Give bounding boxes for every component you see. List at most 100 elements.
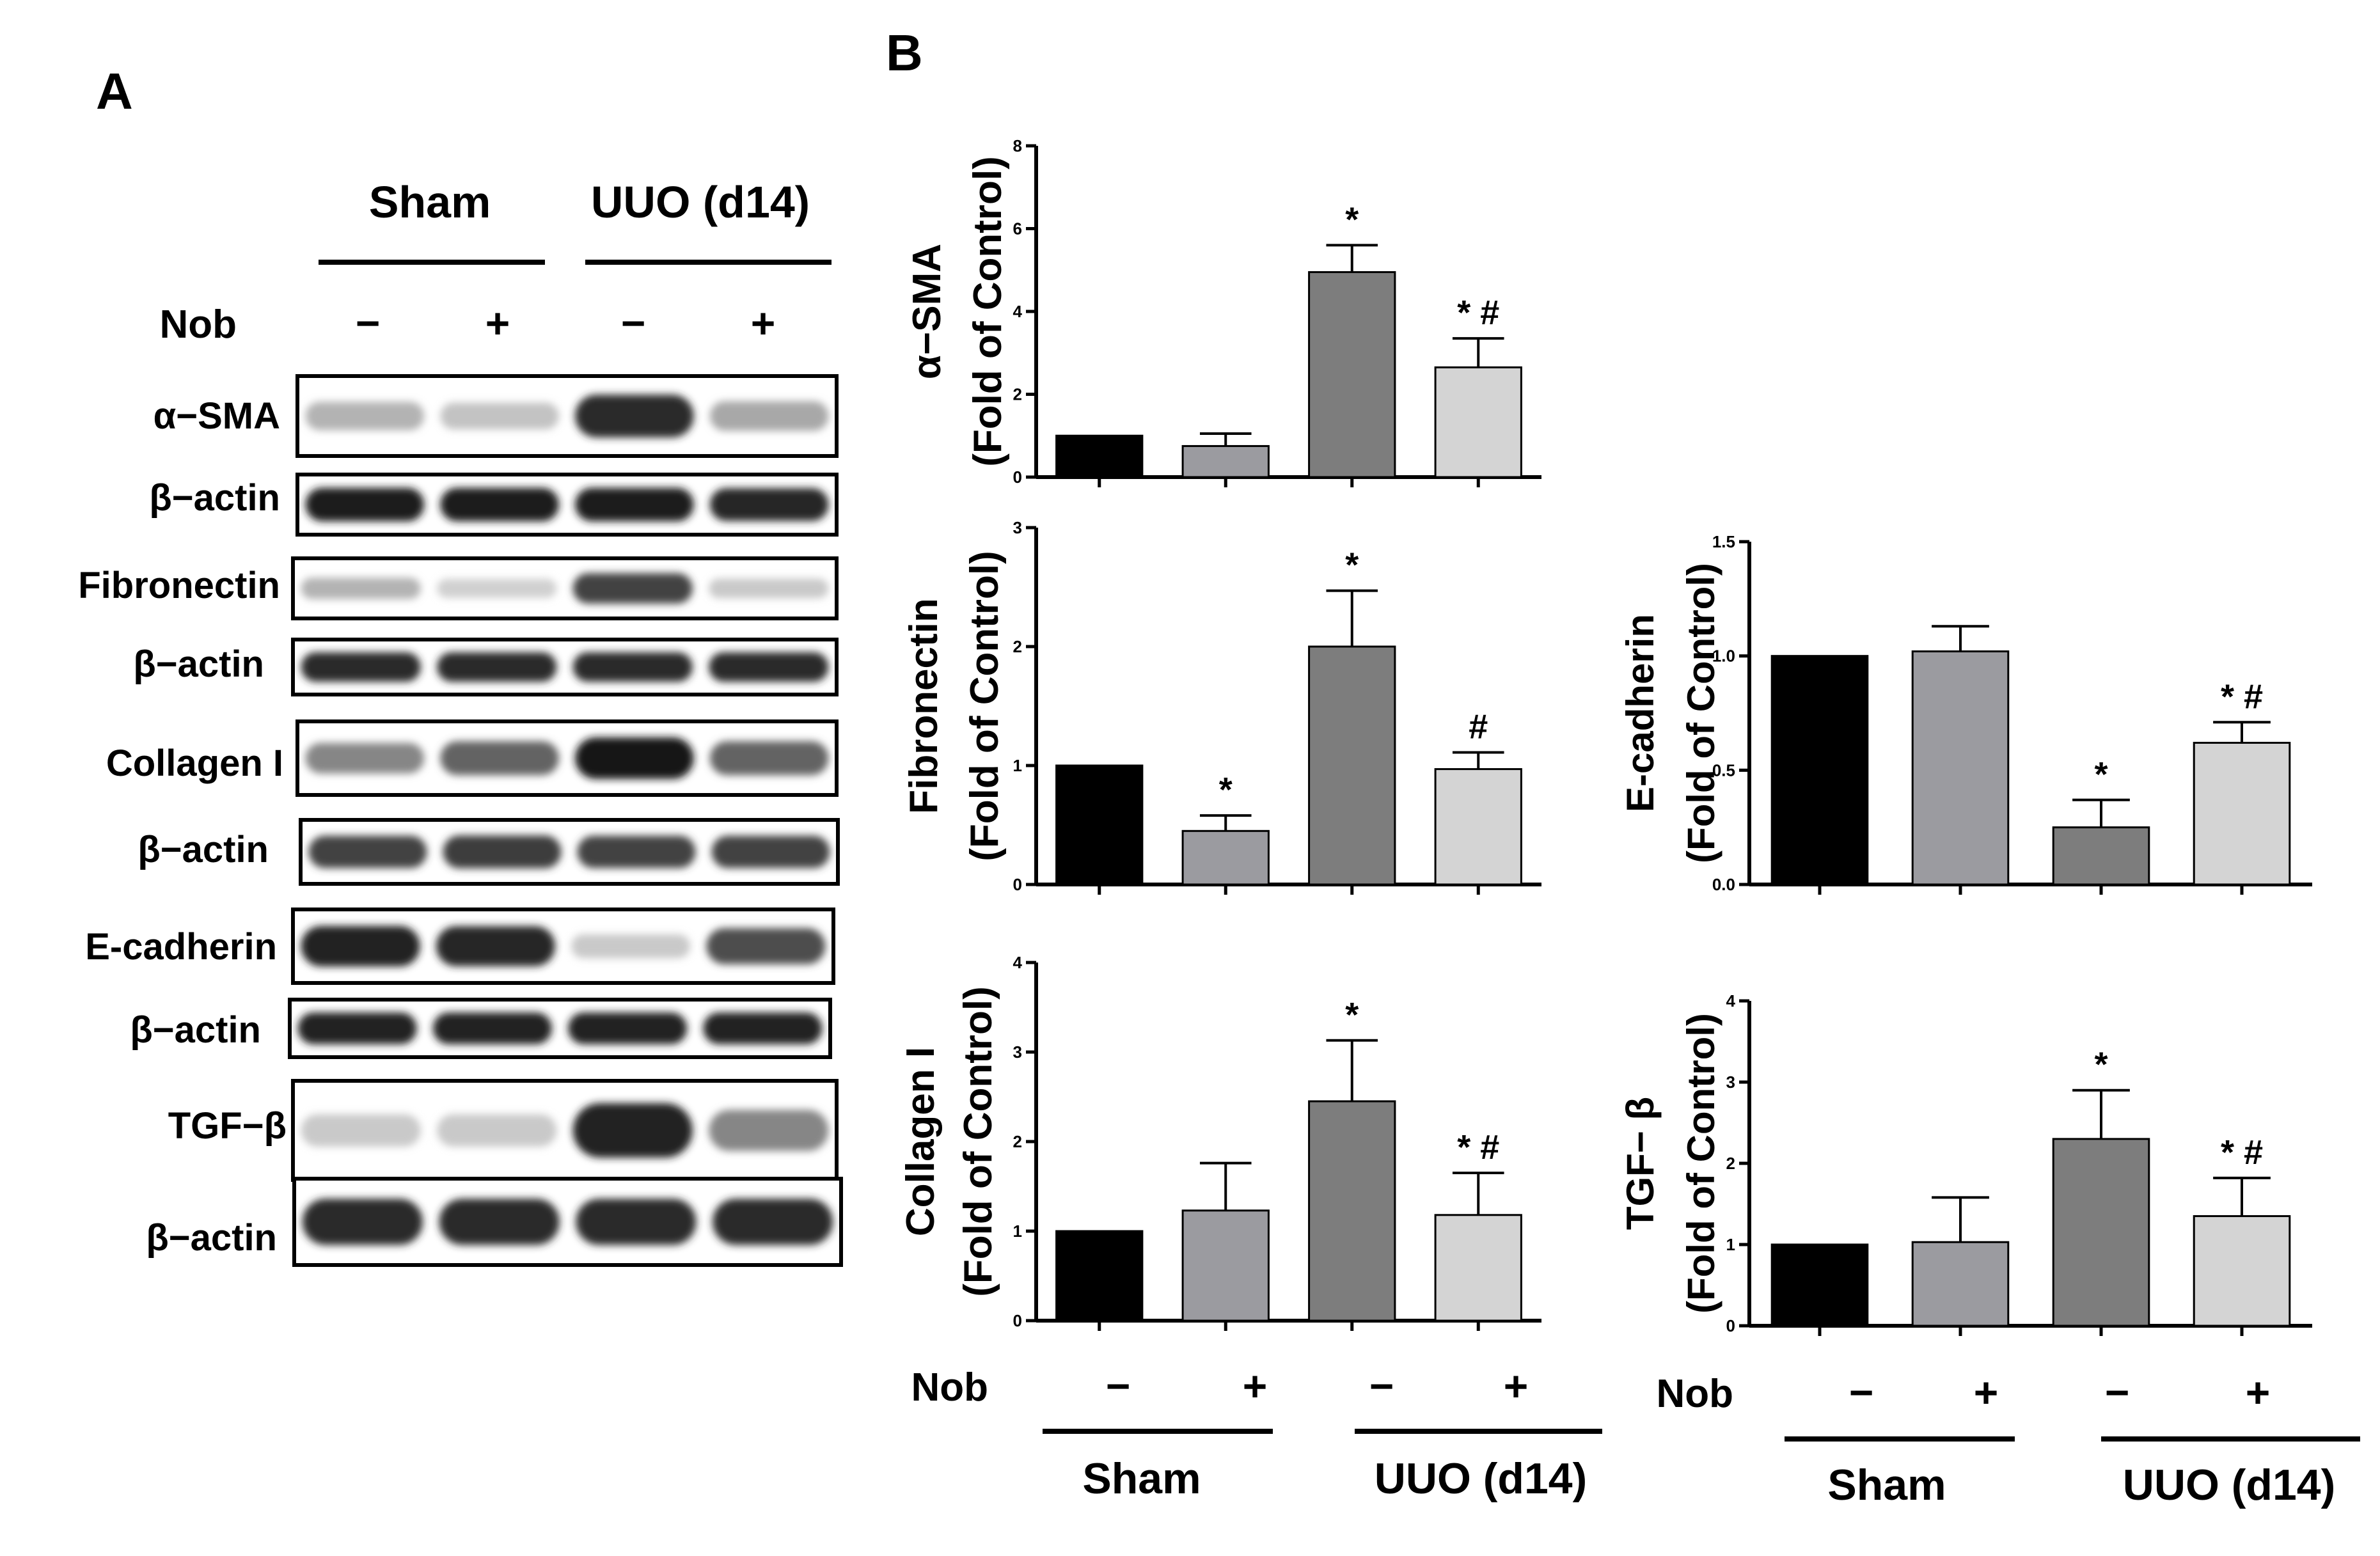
blot-label: β−actin [130, 1009, 261, 1051]
y-axis-title: Fibronectin [902, 598, 946, 814]
significance-marker: * # [2221, 1133, 2263, 1172]
blot-band [575, 737, 694, 779]
blot-label: α−SMA [154, 395, 280, 437]
y-tick-label: 6 [1013, 219, 1022, 239]
treatment-sign: − [1369, 1362, 1394, 1410]
blot-band [575, 395, 694, 437]
treatment-sign: + [1974, 1369, 1999, 1416]
y-axis-title: TGF− β [1619, 1097, 1662, 1230]
significance-marker: * # [1457, 294, 1499, 332]
group-axis-left: Nob − + − + Sham UUO (d14) [911, 1362, 1602, 1503]
y-tick-label: 1 [1013, 1222, 1022, 1241]
blot-band [709, 652, 829, 682]
blot-band [432, 1012, 552, 1044]
bar [2052, 1138, 2150, 1327]
blot-treatment-label: Nob [159, 303, 237, 347]
y-axis-subtitle: (Fold of Control) [1680, 563, 1722, 863]
blot-band [440, 487, 559, 522]
treatment-label: Nob [1656, 1372, 1733, 1416]
blot-band [308, 835, 427, 868]
bar [1308, 271, 1396, 478]
blot-sign-lane-4: + [751, 299, 776, 347]
blot-sign-lane-1: − [356, 299, 381, 347]
treatment-label: Nob [911, 1365, 988, 1410]
y-tick-label: 2 [1013, 385, 1022, 404]
bar [1181, 1209, 1270, 1322]
panel-a-label: A [96, 63, 133, 120]
blot-band [709, 1110, 829, 1151]
bar [1181, 444, 1270, 478]
blot-group-label-sham: Sham [369, 177, 491, 227]
blot-band [437, 1114, 557, 1147]
blot-band [301, 1114, 421, 1147]
blot-band [301, 925, 420, 967]
bar [1770, 655, 1869, 886]
significance-marker: * # [2221, 677, 2263, 716]
y-tick-label: 0 [1013, 468, 1022, 487]
blot-band [302, 1198, 423, 1245]
significance-marker: * [1345, 996, 1359, 1034]
bar [2052, 826, 2150, 886]
treatment-sign: − [1849, 1369, 1874, 1416]
significance-marker: * [2094, 1046, 2108, 1084]
blot-strip-beta-actin-1: β−actin [149, 473, 839, 537]
significance-marker: * # [1457, 1128, 1499, 1167]
blot-label: TGF−β [168, 1105, 287, 1147]
blot-band [568, 1012, 688, 1044]
bar [1308, 1100, 1396, 1322]
y-tick-label: 3 [1013, 1042, 1022, 1062]
chart-tgf-beta: TGF− β (Fold of Control)0 1 2 3 4 * * # [1619, 991, 2312, 1336]
blot-strip-beta-actin-5: β−actin [146, 1177, 843, 1267]
y-tick-label: 1.0 [1712, 647, 1735, 666]
bar [1055, 1230, 1144, 1322]
blot-band [572, 1103, 693, 1158]
blot-band [437, 579, 557, 598]
blot-label: E-cadherin [85, 926, 277, 968]
blot-group-label-uuo: UUO (d14) [591, 177, 810, 227]
blot-label: Collagen I [106, 743, 283, 784]
y-axis-subtitle: (Fold of Control) [1680, 1013, 1722, 1314]
blot-strip-e-cadherin: E-cadherin [85, 908, 835, 985]
y-axis-subtitle: (Fold of Control) [966, 156, 1010, 467]
bar [1055, 764, 1144, 886]
chart-fibronectin: Fibronectin (Fold of Control) 0 1 2 3 * * # [902, 518, 1541, 895]
treatment-sign: − [2105, 1369, 2130, 1416]
blot-label: β−actin [138, 829, 269, 870]
y-tick-label: 4 [1013, 302, 1023, 321]
y-tick-label: 8 [1013, 136, 1022, 155]
blot-band [436, 926, 555, 966]
blot-strip-alpha-sma: α−SMA [154, 374, 839, 458]
chart-alpha-sma: α−SMA (Fold of Control)0 2 4 6 8 * * # [905, 136, 1541, 487]
bar [1308, 645, 1396, 886]
y-tick-label: 4 [1726, 991, 1736, 1010]
blot-band [305, 743, 425, 774]
blot-band [437, 652, 557, 682]
bar [1434, 1214, 1522, 1322]
bar [1770, 1243, 1869, 1327]
blot-strip-beta-actin-4: β−actin [130, 998, 832, 1059]
y-tick-label: 0 [1013, 875, 1022, 894]
treatment-sign: + [1504, 1362, 1529, 1410]
y-tick-label: 2 [1013, 637, 1022, 656]
blot-band [709, 401, 829, 431]
blot-band [713, 1198, 833, 1245]
blot-label: β−actin [133, 643, 264, 685]
treatment-sign: − [1106, 1362, 1131, 1410]
blot-band [305, 402, 425, 430]
y-tick-label: 0 [1726, 1316, 1735, 1335]
bar [1181, 829, 1270, 886]
blot-strip-tgf-beta: TGF−β [168, 1079, 839, 1182]
blot-band [305, 487, 425, 522]
blot-label: β−actin [149, 477, 280, 519]
y-tick-label: 0.0 [1712, 875, 1735, 894]
group-label-sham: Sham [1082, 1454, 1201, 1503]
significance-marker: * [1219, 771, 1233, 809]
blot-band [440, 741, 559, 775]
blot-label: β−actin [146, 1217, 277, 1259]
y-tick-label: 2 [1726, 1154, 1735, 1173]
panel-a-western-blots: A Sham UUO (d14) Nob − + − + α−SMA β−act… [78, 63, 843, 1267]
y-tick-label: 3 [1726, 1073, 1735, 1092]
y-tick-label: 1.5 [1712, 532, 1735, 551]
